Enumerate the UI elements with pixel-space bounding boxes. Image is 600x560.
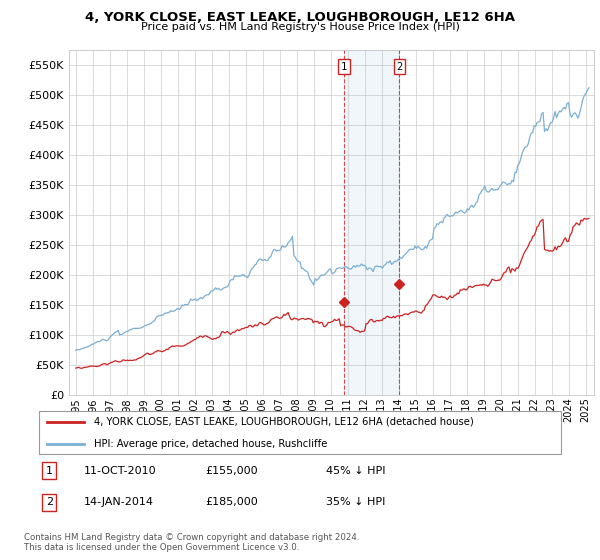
Text: HPI: Average price, detached house, Rushcliffe: HPI: Average price, detached house, Rush… (94, 438, 328, 449)
Text: 1: 1 (341, 62, 347, 72)
Text: 45% ↓ HPI: 45% ↓ HPI (326, 466, 386, 476)
Text: 1: 1 (46, 466, 53, 476)
FancyBboxPatch shape (38, 411, 562, 454)
Text: 2: 2 (46, 497, 53, 507)
Text: £185,000: £185,000 (205, 497, 258, 507)
Text: 35% ↓ HPI: 35% ↓ HPI (326, 497, 386, 507)
Text: 4, YORK CLOSE, EAST LEAKE, LOUGHBOROUGH, LE12 6HA (detached house): 4, YORK CLOSE, EAST LEAKE, LOUGHBOROUGH,… (94, 417, 474, 427)
Text: This data is licensed under the Open Government Licence v3.0.: This data is licensed under the Open Gov… (24, 543, 299, 552)
Text: 4, YORK CLOSE, EAST LEAKE, LOUGHBOROUGH, LE12 6HA: 4, YORK CLOSE, EAST LEAKE, LOUGHBOROUGH,… (85, 11, 515, 24)
Text: £155,000: £155,000 (205, 466, 257, 476)
Bar (344, 50, 399, 395)
Text: 14-JAN-2014: 14-JAN-2014 (83, 497, 154, 507)
Text: Price paid vs. HM Land Registry's House Price Index (HPI): Price paid vs. HM Land Registry's House … (140, 22, 460, 32)
Text: 2: 2 (396, 62, 403, 72)
Text: Contains HM Land Registry data © Crown copyright and database right 2024.: Contains HM Land Registry data © Crown c… (24, 533, 359, 542)
Text: 11-OCT-2010: 11-OCT-2010 (83, 466, 156, 476)
